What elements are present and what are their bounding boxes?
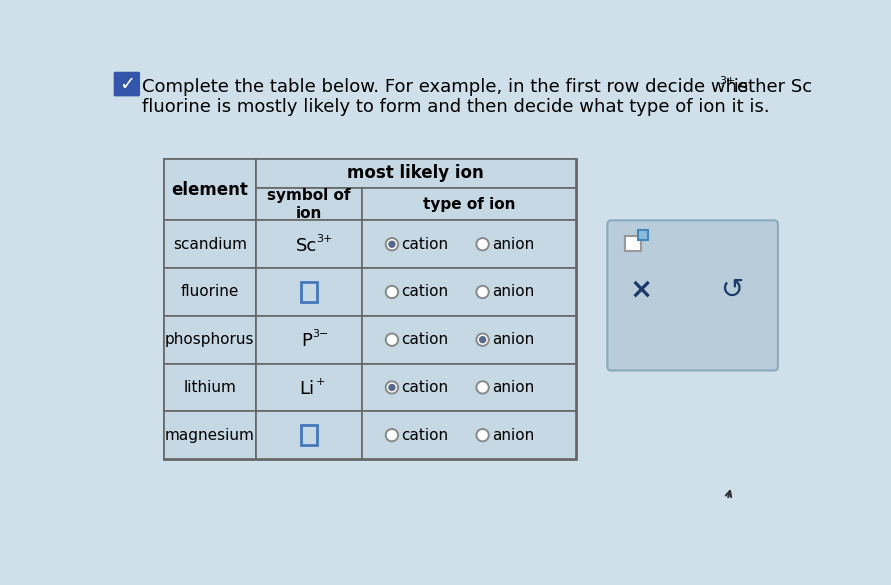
Circle shape bbox=[477, 333, 489, 346]
FancyBboxPatch shape bbox=[164, 221, 256, 268]
Text: P: P bbox=[301, 332, 312, 350]
Text: element: element bbox=[171, 181, 249, 198]
Text: symbol of
ion: symbol of ion bbox=[267, 188, 351, 221]
FancyBboxPatch shape bbox=[301, 282, 316, 302]
FancyBboxPatch shape bbox=[363, 316, 576, 363]
FancyBboxPatch shape bbox=[256, 188, 363, 221]
FancyBboxPatch shape bbox=[164, 316, 256, 363]
FancyBboxPatch shape bbox=[164, 268, 256, 316]
FancyBboxPatch shape bbox=[256, 411, 363, 459]
FancyBboxPatch shape bbox=[363, 221, 576, 268]
Text: cation: cation bbox=[401, 380, 448, 395]
Text: Complete the table below. For example, in the first row decide whether Sc: Complete the table below. For example, i… bbox=[143, 78, 813, 96]
Circle shape bbox=[477, 238, 489, 250]
Circle shape bbox=[386, 286, 398, 298]
Text: phosphorus: phosphorus bbox=[165, 332, 255, 347]
Text: ✓: ✓ bbox=[119, 74, 135, 94]
Text: anion: anion bbox=[492, 237, 534, 252]
Circle shape bbox=[478, 336, 486, 343]
FancyBboxPatch shape bbox=[256, 221, 363, 268]
Text: 3−: 3− bbox=[312, 329, 328, 339]
Text: anion: anion bbox=[492, 284, 534, 300]
Text: Li: Li bbox=[299, 380, 315, 398]
Circle shape bbox=[386, 381, 398, 394]
Text: fluorine is mostly likely to form and then decide what type of ion it is.: fluorine is mostly likely to form and th… bbox=[143, 98, 770, 116]
FancyBboxPatch shape bbox=[625, 236, 641, 251]
Circle shape bbox=[477, 429, 489, 441]
Text: lithium: lithium bbox=[184, 380, 236, 395]
Text: cation: cation bbox=[401, 332, 448, 347]
FancyBboxPatch shape bbox=[363, 411, 576, 459]
Text: anion: anion bbox=[492, 332, 534, 347]
FancyBboxPatch shape bbox=[363, 268, 576, 316]
Text: cation: cation bbox=[401, 284, 448, 300]
FancyBboxPatch shape bbox=[164, 159, 576, 459]
FancyBboxPatch shape bbox=[301, 425, 316, 445]
FancyBboxPatch shape bbox=[114, 72, 140, 97]
FancyBboxPatch shape bbox=[164, 411, 256, 459]
Circle shape bbox=[388, 240, 396, 248]
FancyBboxPatch shape bbox=[638, 230, 649, 240]
Text: cation: cation bbox=[401, 237, 448, 252]
FancyBboxPatch shape bbox=[256, 316, 363, 363]
FancyBboxPatch shape bbox=[256, 159, 576, 188]
FancyBboxPatch shape bbox=[363, 363, 576, 411]
Text: fluorine: fluorine bbox=[181, 284, 239, 300]
FancyBboxPatch shape bbox=[256, 363, 363, 411]
FancyBboxPatch shape bbox=[363, 188, 576, 221]
Text: ↺: ↺ bbox=[720, 276, 743, 304]
Text: anion: anion bbox=[492, 380, 534, 395]
FancyBboxPatch shape bbox=[608, 221, 778, 370]
Text: anion: anion bbox=[492, 428, 534, 443]
Circle shape bbox=[477, 381, 489, 394]
Text: Sc: Sc bbox=[296, 237, 317, 254]
Text: magnesium: magnesium bbox=[165, 428, 255, 443]
Text: is: is bbox=[727, 78, 748, 96]
Circle shape bbox=[388, 384, 396, 391]
Text: most likely ion: most likely ion bbox=[347, 164, 484, 183]
Text: cation: cation bbox=[401, 428, 448, 443]
FancyBboxPatch shape bbox=[164, 159, 256, 221]
Circle shape bbox=[386, 333, 398, 346]
Text: type of ion: type of ion bbox=[423, 197, 515, 212]
Text: ×: × bbox=[629, 276, 652, 304]
Text: 3+: 3+ bbox=[316, 234, 332, 244]
Text: scandium: scandium bbox=[173, 237, 247, 252]
Circle shape bbox=[477, 286, 489, 298]
Text: 3+: 3+ bbox=[719, 76, 735, 86]
Text: +: + bbox=[316, 377, 325, 387]
FancyBboxPatch shape bbox=[164, 363, 256, 411]
FancyBboxPatch shape bbox=[256, 268, 363, 316]
Circle shape bbox=[386, 429, 398, 441]
Circle shape bbox=[386, 238, 398, 250]
